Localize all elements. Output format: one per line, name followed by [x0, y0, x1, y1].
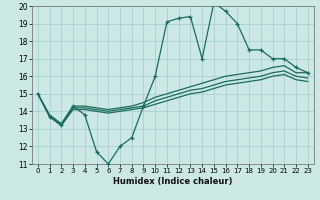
X-axis label: Humidex (Indice chaleur): Humidex (Indice chaleur) — [113, 177, 233, 186]
